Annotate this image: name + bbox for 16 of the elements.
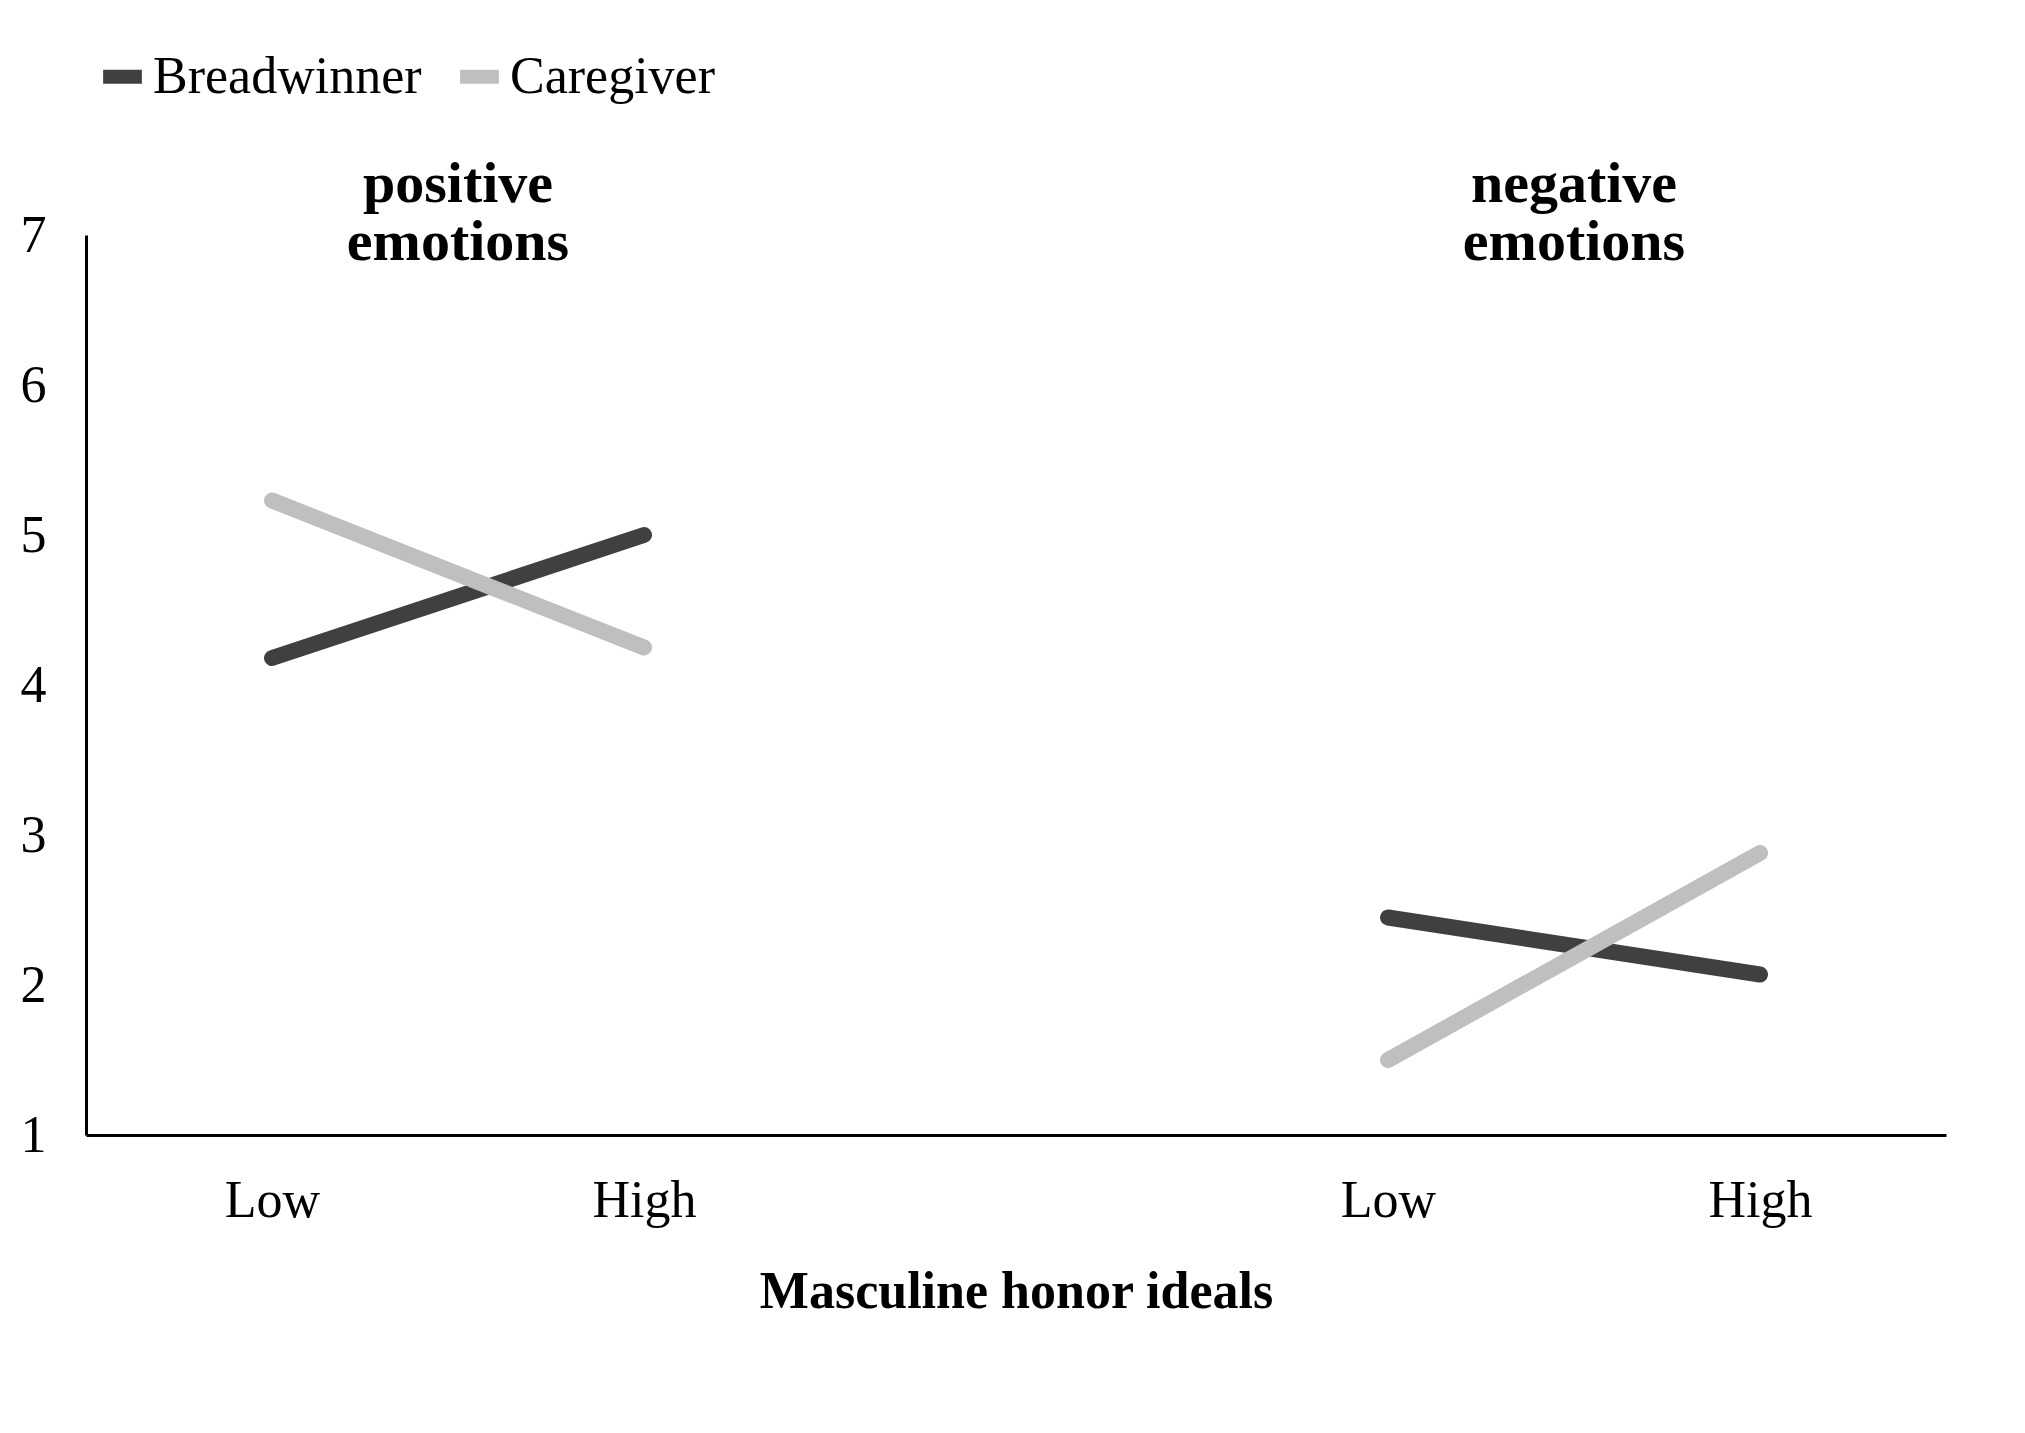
x-tick-label: Low	[224, 1170, 321, 1228]
y-tick-label: 5	[20, 505, 47, 563]
y-tick-label: 6	[20, 355, 47, 413]
y-tick-label: 1	[20, 1105, 47, 1163]
legend-label: Caregiver	[510, 46, 716, 104]
x-axis-title: Masculine honor ideals	[759, 1261, 1274, 1319]
y-tick-label: 3	[20, 805, 47, 863]
y-tick-label: 4	[20, 655, 47, 713]
x-tick-label: High	[592, 1170, 697, 1228]
y-tick-label: 7	[20, 205, 47, 263]
annotation: positive emotions	[346, 150, 570, 273]
y-tick-label: 2	[20, 955, 47, 1013]
annotation: negative emotions	[1462, 150, 1686, 273]
x-tick-label: Low	[1340, 1170, 1437, 1228]
x-tick-label: High	[1708, 1170, 1813, 1228]
legend-label: Breadwinner	[153, 46, 422, 104]
